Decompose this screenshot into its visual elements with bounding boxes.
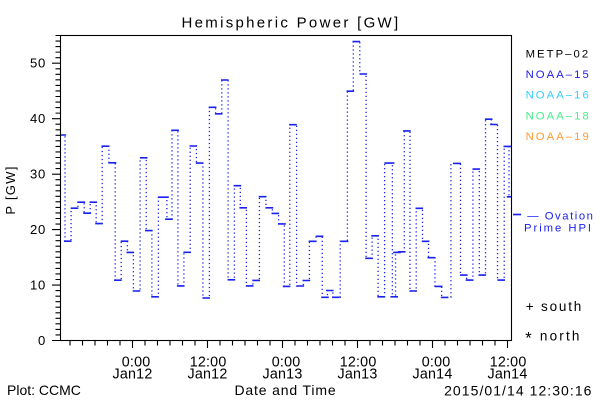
svg-text:Jan14: Jan14	[413, 367, 453, 383]
svg-text:12:00: 12:00	[490, 355, 527, 371]
svg-text:40: 40	[30, 111, 46, 126]
svg-text:12:00: 12:00	[190, 355, 227, 371]
svg-text:Date and Time: Date and Time	[234, 382, 336, 398]
svg-text:+ south: + south	[526, 299, 583, 314]
svg-text:— Ovation: — Ovation	[527, 210, 594, 222]
svg-text:Jan13: Jan13	[263, 367, 303, 383]
svg-text:12:00: 12:00	[340, 355, 377, 371]
svg-text:0: 0	[38, 333, 46, 348]
svg-text:Plot: CCMC: Plot: CCMC	[7, 382, 81, 398]
svg-text:* north: * north	[525, 328, 581, 347]
svg-text:0:00: 0:00	[422, 355, 451, 371]
svg-text:NOAA–16: NOAA–16	[526, 90, 591, 102]
svg-text:20: 20	[30, 222, 46, 237]
svg-text:Jan13: Jan13	[338, 367, 378, 383]
svg-text:50: 50	[30, 56, 46, 71]
svg-text:Jan12: Jan12	[188, 367, 228, 383]
svg-text:10: 10	[30, 278, 46, 293]
svg-text:NOAA–18: NOAA–18	[526, 110, 591, 122]
svg-text:0:00: 0:00	[122, 355, 151, 371]
svg-text:P [GW]: P [GW]	[3, 165, 18, 214]
svg-text:Prime HPI: Prime HPI	[524, 222, 593, 234]
svg-text:METP–02: METP–02	[526, 49, 591, 61]
svg-text:Hemispheric Power [GW]: Hemispheric Power [GW]	[182, 15, 401, 32]
svg-text:0:00: 0:00	[272, 355, 301, 371]
svg-text:Jan12: Jan12	[113, 367, 153, 383]
svg-text:Jan14: Jan14	[488, 367, 528, 383]
svg-text:NOAA–19: NOAA–19	[526, 131, 591, 143]
svg-text:30: 30	[30, 167, 46, 182]
svg-text:NOAA–15: NOAA–15	[526, 69, 591, 81]
svg-text:2015/01/14 12:30:16: 2015/01/14 12:30:16	[444, 382, 592, 398]
